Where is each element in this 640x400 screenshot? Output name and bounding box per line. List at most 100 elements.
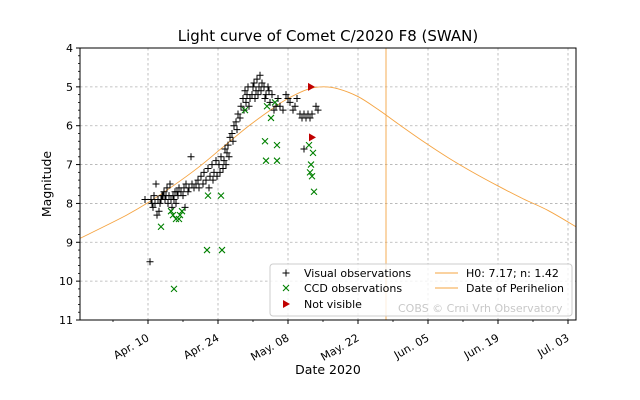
y-tick-label: 6 bbox=[66, 120, 73, 133]
ccd-observation-point bbox=[261, 137, 269, 145]
visual-observation-point bbox=[250, 79, 258, 87]
visual-observation-point bbox=[228, 129, 236, 137]
visual-observation-point bbox=[253, 75, 261, 83]
visual-observation-point bbox=[226, 133, 234, 141]
visual-observation-point bbox=[221, 145, 229, 153]
visual-observation-point bbox=[141, 196, 149, 204]
visual-observation-point bbox=[239, 95, 247, 103]
visual-observation-point bbox=[152, 180, 160, 188]
visual-observation-point bbox=[160, 188, 168, 196]
ccd-observation-point bbox=[306, 168, 314, 176]
visual-observation-point bbox=[200, 168, 208, 176]
visual-observation-point bbox=[256, 71, 264, 79]
visual-observation-point bbox=[149, 203, 157, 211]
legend-model-label: H0: 7.17; n: 1.42 bbox=[466, 267, 559, 280]
visual-observation-point bbox=[208, 161, 216, 169]
visual-observation-point bbox=[155, 207, 163, 215]
visual-observation-point bbox=[225, 153, 233, 161]
visual-observation-point bbox=[268, 91, 276, 99]
ccd-observation-point bbox=[263, 102, 271, 110]
legend-ccd-label: CCD observations bbox=[304, 282, 402, 295]
visual-observation-point bbox=[266, 98, 274, 106]
y-tick-label: 11 bbox=[59, 314, 73, 327]
y-tick-label: 8 bbox=[66, 197, 73, 210]
visual-observation-point bbox=[161, 196, 169, 204]
visual-observation-point bbox=[216, 168, 224, 176]
visual-observation-point bbox=[147, 196, 155, 204]
visual-observation-point bbox=[230, 122, 238, 130]
visual-observation-point bbox=[220, 157, 228, 165]
visual-observation-point bbox=[204, 164, 212, 172]
ccd-observation-point bbox=[273, 141, 281, 149]
visual-observation-point bbox=[187, 153, 195, 161]
visual-observation-point bbox=[289, 106, 297, 114]
ccd-observation-point bbox=[271, 99, 279, 106]
visual-observation-point bbox=[241, 87, 249, 95]
visual-observation-point bbox=[206, 172, 214, 180]
visual-observation-point bbox=[261, 95, 269, 103]
visual-observation-point bbox=[279, 106, 287, 114]
ccd-observation-point bbox=[262, 157, 270, 165]
visual-observation-point bbox=[236, 114, 244, 122]
legend-visual-label: Visual observations bbox=[304, 267, 411, 280]
legend: Visual observations CCD observations Not… bbox=[269, 263, 573, 317]
visual-observation-point bbox=[170, 196, 178, 204]
visual-observation-point bbox=[300, 145, 308, 153]
visual-observation-point bbox=[202, 176, 210, 184]
visual-observation-point bbox=[166, 180, 174, 188]
ccd-observation-point bbox=[217, 192, 225, 200]
visual-observation-point bbox=[209, 176, 217, 184]
visual-observation-point bbox=[284, 95, 292, 103]
visual-observation-point bbox=[270, 106, 278, 114]
ccd-observation-point bbox=[203, 246, 211, 254]
visual-observation-point bbox=[215, 161, 223, 169]
visual-observation-point bbox=[184, 188, 192, 196]
legend-not-visible-label: Not visible bbox=[304, 298, 362, 311]
ccd-observation-point bbox=[176, 211, 184, 219]
visual-observation-point bbox=[153, 211, 161, 219]
visual-observation-point bbox=[177, 188, 185, 196]
visual-observation-point bbox=[217, 153, 225, 161]
visual-observation-point bbox=[237, 102, 245, 110]
visual-observation-point bbox=[229, 137, 237, 145]
ccd-observation-point bbox=[175, 215, 183, 223]
visual-observation-point bbox=[192, 180, 200, 188]
visual-observation-point bbox=[199, 180, 207, 188]
chart-title: Light curve of Comet C/2020 F8 (SWAN) bbox=[178, 27, 479, 45]
visual-observation-point bbox=[219, 164, 227, 172]
y-tick-label: 4 bbox=[66, 42, 73, 55]
visual-observation-point bbox=[213, 172, 221, 180]
ccd-observation-point bbox=[267, 114, 275, 122]
ccd-observation-point bbox=[157, 223, 165, 231]
visual-observation-point bbox=[150, 192, 158, 200]
visual-observation-point bbox=[205, 184, 213, 192]
visual-observation-point bbox=[306, 114, 314, 122]
legend-visual-marker bbox=[282, 269, 290, 277]
visual-observation-point bbox=[164, 199, 172, 207]
y-tick-label: 5 bbox=[66, 81, 73, 94]
ccd-observation-point bbox=[308, 172, 316, 180]
plot-frame bbox=[79, 47, 577, 321]
visual-observation-point bbox=[194, 176, 202, 184]
y-tick-label: 7 bbox=[66, 159, 73, 172]
visual-observation-point bbox=[265, 87, 273, 95]
visual-observation-point bbox=[286, 98, 294, 106]
legend-perihelion-label: Date of Perihelion bbox=[466, 282, 564, 295]
visual-observation-point bbox=[251, 95, 259, 103]
ccd-observation-point bbox=[273, 157, 281, 165]
visual-observation-point bbox=[314, 106, 322, 114]
visual-observation-point bbox=[232, 118, 240, 126]
y-axis-label: Magnitude bbox=[39, 151, 54, 218]
visual-observation-point bbox=[233, 126, 241, 134]
visual-observation-point bbox=[291, 102, 299, 110]
visual-observation-point bbox=[172, 199, 180, 207]
visual-observation-point bbox=[254, 91, 262, 99]
visual-observation-point bbox=[156, 199, 164, 207]
visual-observation-point bbox=[245, 102, 253, 110]
visual-observation-point bbox=[240, 106, 248, 114]
visual-observation-point bbox=[262, 91, 270, 99]
ccd-observation-point bbox=[309, 149, 317, 157]
ccd-observation-point bbox=[307, 161, 315, 168]
visual-observation-point bbox=[212, 157, 220, 165]
